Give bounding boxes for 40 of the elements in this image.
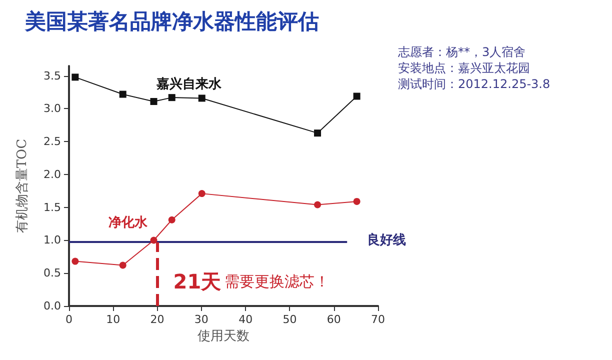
point [150, 236, 158, 244]
point [353, 92, 360, 100]
chart-title: 美国某著名品牌净水器性能评估 [24, 10, 319, 34]
y-tick-label: 2.5 [44, 135, 61, 148]
text: 安装地点：嘉兴亚太花园 [398, 61, 530, 75]
point [168, 216, 176, 224]
point [72, 258, 79, 265]
text: 测试时间：2012.12.25-3.8 [398, 77, 550, 91]
y-axis-title: 有机物含量TOC [15, 138, 30, 234]
point [168, 94, 176, 102]
y-tick-label: 2.0 [44, 168, 61, 181]
text: 志愿者：杨**，3人宿舍 [398, 45, 526, 59]
point [353, 198, 360, 205]
x-tick-label: 10 [106, 313, 120, 326]
y-tick-label: 0.0 [44, 300, 61, 312]
ref-line-label: 良好线 [367, 232, 406, 248]
x-axis-title: 使用天数 [198, 328, 250, 344]
x-tick-label: 20 [150, 313, 164, 326]
x-tick-label: 50 [282, 313, 297, 326]
point [119, 90, 126, 98]
series-label: 净化水 [108, 216, 148, 231]
x-tick-label: 30 [194, 313, 208, 326]
x-tick-label: 0 [66, 313, 72, 326]
point [198, 94, 206, 102]
y-tick-label: 1.5 [44, 200, 61, 214]
y-tick-label: 0.5 [44, 266, 61, 280]
ref-line-label: 21天 需要更换滤芯！ [173, 270, 330, 294]
point [72, 74, 79, 81]
point [198, 190, 206, 198]
point [119, 262, 126, 269]
point [314, 130, 322, 137]
y-tick-label: 3.5 [44, 69, 61, 82]
y-tick-label: 1.0 [44, 234, 61, 247]
point [150, 98, 158, 106]
x-tick-label: 70 [371, 313, 385, 326]
y-tick-label: 3.0 [44, 102, 61, 116]
x-tick-label: 60 [326, 313, 341, 326]
series-label: 嘉兴自来水 [156, 76, 222, 92]
point [314, 201, 322, 208]
x-tick-label: 40 [238, 313, 253, 326]
